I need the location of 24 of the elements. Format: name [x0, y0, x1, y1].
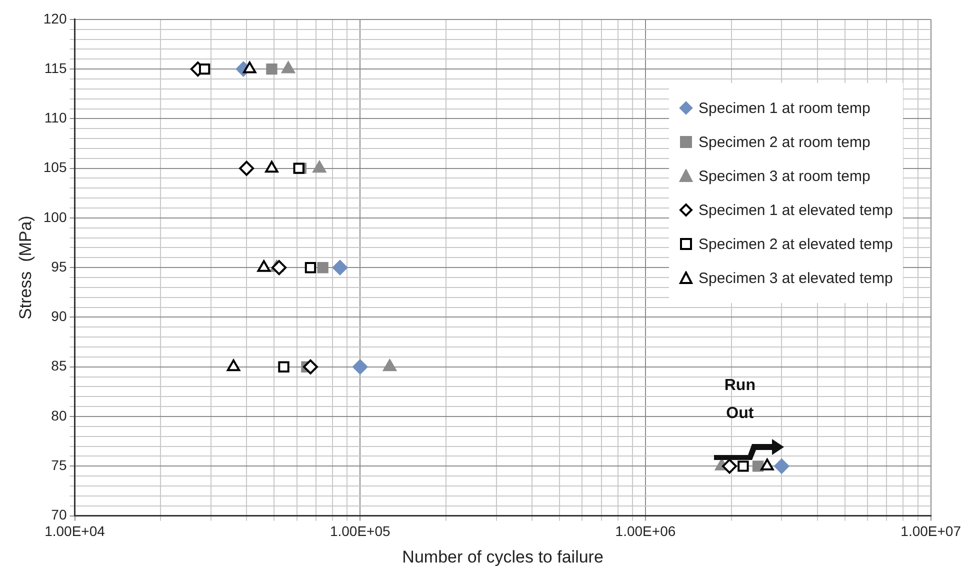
x-tick-label: 1.00E+04 — [44, 523, 106, 540]
legend-label: Specimen 2 at room temp — [698, 134, 870, 151]
y-tick-label: 70 — [51, 506, 67, 523]
y-tick-label: 115 — [44, 60, 67, 76]
legend-label: Specimen 2 at elevated temp — [698, 236, 893, 253]
y-tick-label: 100 — [43, 208, 67, 225]
y-tick-label: 90 — [51, 308, 67, 324]
x-axis-title: Number of cycles to failure — [402, 547, 604, 566]
legend-label: Specimen 1 at elevated temp — [698, 202, 893, 219]
legend-label: Specimen 1 at room temp — [698, 100, 870, 117]
y-tick-label: 85 — [51, 358, 67, 374]
x-tick-label: 1.00E+05 — [330, 523, 390, 540]
y-tick-label: 110 — [44, 110, 67, 126]
y-tick-label: 105 — [43, 159, 67, 176]
y-axis-title: Stress (MPa) — [16, 216, 35, 320]
x-tick-label: 1.00E+06 — [615, 523, 676, 540]
legend-label: Specimen 3 at room temp — [698, 168, 870, 185]
x-tick-label: 1.00E+07 — [900, 523, 962, 540]
legend-label: Specimen 3 at elevated temp — [698, 270, 893, 287]
y-tick-label: 95 — [51, 258, 67, 274]
y-tick-label: 80 — [51, 407, 67, 424]
annotation: Run Out — [724, 377, 756, 422]
y-tick-label: 120 — [43, 10, 67, 26]
y-tick-label: 75 — [51, 457, 67, 474]
